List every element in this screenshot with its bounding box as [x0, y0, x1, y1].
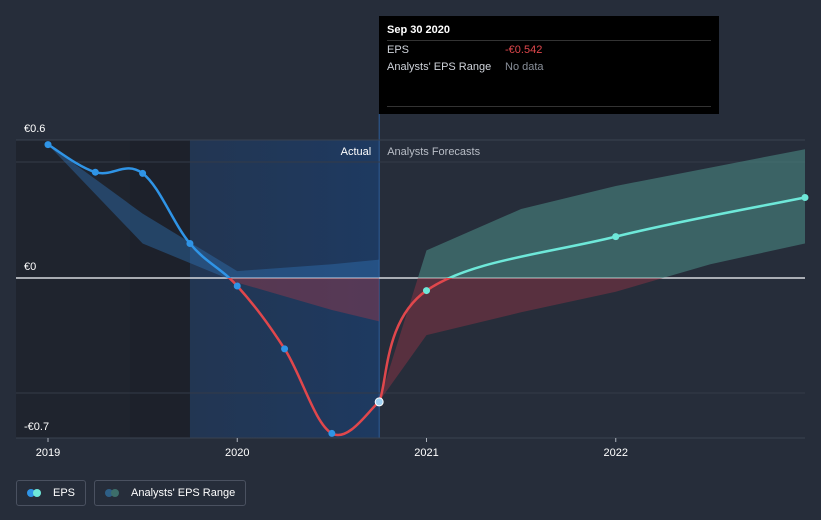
actual-label: Actual	[341, 146, 372, 158]
range-band-historical-positive	[48, 144, 380, 278]
range-band-forecast-negative	[379, 278, 663, 402]
forecast-label: Analysts Forecasts	[387, 146, 480, 158]
eps-forecast-point-0	[423, 287, 430, 295]
eps-point-2	[139, 169, 147, 177]
tooltip-range-label: Analysts' EPS Range	[387, 61, 492, 73]
x-tick-label-3: 2022	[604, 447, 628, 459]
y-tick-label-1: €0	[24, 261, 36, 273]
past-shade	[129, 140, 190, 438]
eps-point-4	[233, 282, 241, 290]
eps-point-3	[186, 240, 194, 247]
tooltip-row-eps: EPS -€0.542	[387, 40, 711, 59]
eps-point-6	[328, 429, 336, 437]
eps-point-5	[281, 345, 289, 353]
tooltip-range-value: No data	[505, 61, 544, 73]
range-band-historical-negative	[226, 278, 380, 322]
tooltip: Sep 30 2020 EPS -€0.542 Analysts' EPS Ra…	[379, 16, 719, 114]
x-tick-label-0: 2019	[36, 447, 60, 459]
range-band-forecast-positive	[417, 149, 805, 278]
tooltip-eps-label: EPS	[387, 44, 410, 56]
y-tick-label-2: -€0.7	[24, 421, 49, 433]
eps-forecast-line-negative	[378, 278, 453, 403]
tooltip-date: Sep 30 2020	[387, 24, 450, 36]
tooltip-row-range: Analysts' EPS Range No data	[387, 58, 711, 76]
eps-forecast-point-1	[612, 233, 620, 241]
actual-region	[189, 140, 380, 438]
eps-point-0	[44, 141, 52, 149]
y-tick-label-0: €0.6	[24, 123, 45, 135]
eps-point-7	[374, 397, 384, 407]
x-tick-label-1: 2020	[225, 447, 249, 459]
legend: EPS Analysts' EPS Range	[16, 480, 247, 506]
tooltip-eps-value: -€0.542	[505, 44, 543, 56]
legend-item-eps[interactable]: EPS	[16, 480, 87, 506]
eps-point-1	[91, 168, 99, 176]
eps-line-negative	[227, 278, 380, 437]
legend-item-analyst-range[interactable]: Analysts' EPS Range	[94, 480, 247, 506]
eps-forecast-line-positive	[446, 196, 806, 278]
legend-eps-label: EPS	[53, 487, 76, 499]
tooltip-divider	[387, 106, 711, 125]
eps-legend-icon	[27, 489, 45, 497]
range-legend-icon	[105, 489, 123, 497]
x-tick-label-2: 2021	[414, 447, 438, 459]
eps-line-positive	[47, 143, 232, 278]
eps-forecast-point-2	[801, 194, 809, 201]
legend-range-label: Analysts' EPS Range	[131, 487, 236, 499]
